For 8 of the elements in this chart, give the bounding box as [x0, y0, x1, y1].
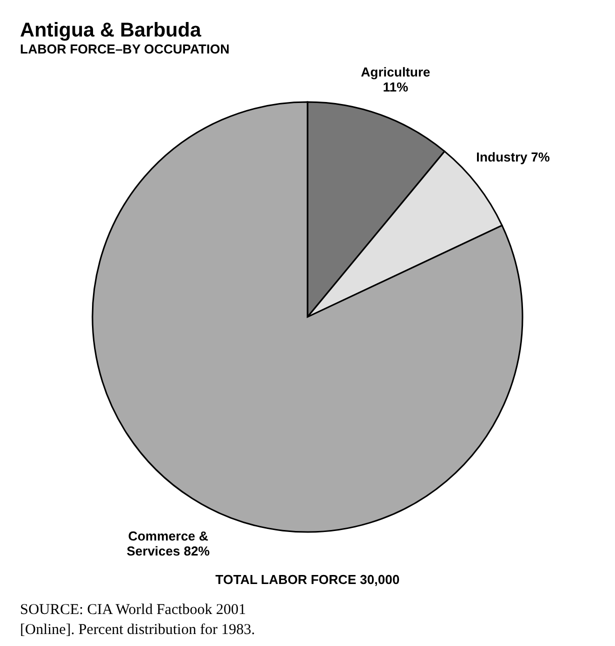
slice-label: Industry 7%	[476, 150, 550, 165]
slice-label: Agriculture	[360, 64, 430, 80]
data-label: 11%	[382, 79, 409, 94]
slice-label: Commerce & Services 82%	[126, 528, 210, 559]
chart-subtitle: LABOR FORCE–BY OCCUPATION	[20, 41, 230, 56]
source-note: SOURCE: CIA World Factbook 2001 [Online]. Percent distribution for 1983.	[20, 602, 255, 638]
chart-title: Antigua & Barbuda	[20, 19, 202, 42]
text: TOTAL LABOR FORCE 30,000	[215, 572, 400, 587]
